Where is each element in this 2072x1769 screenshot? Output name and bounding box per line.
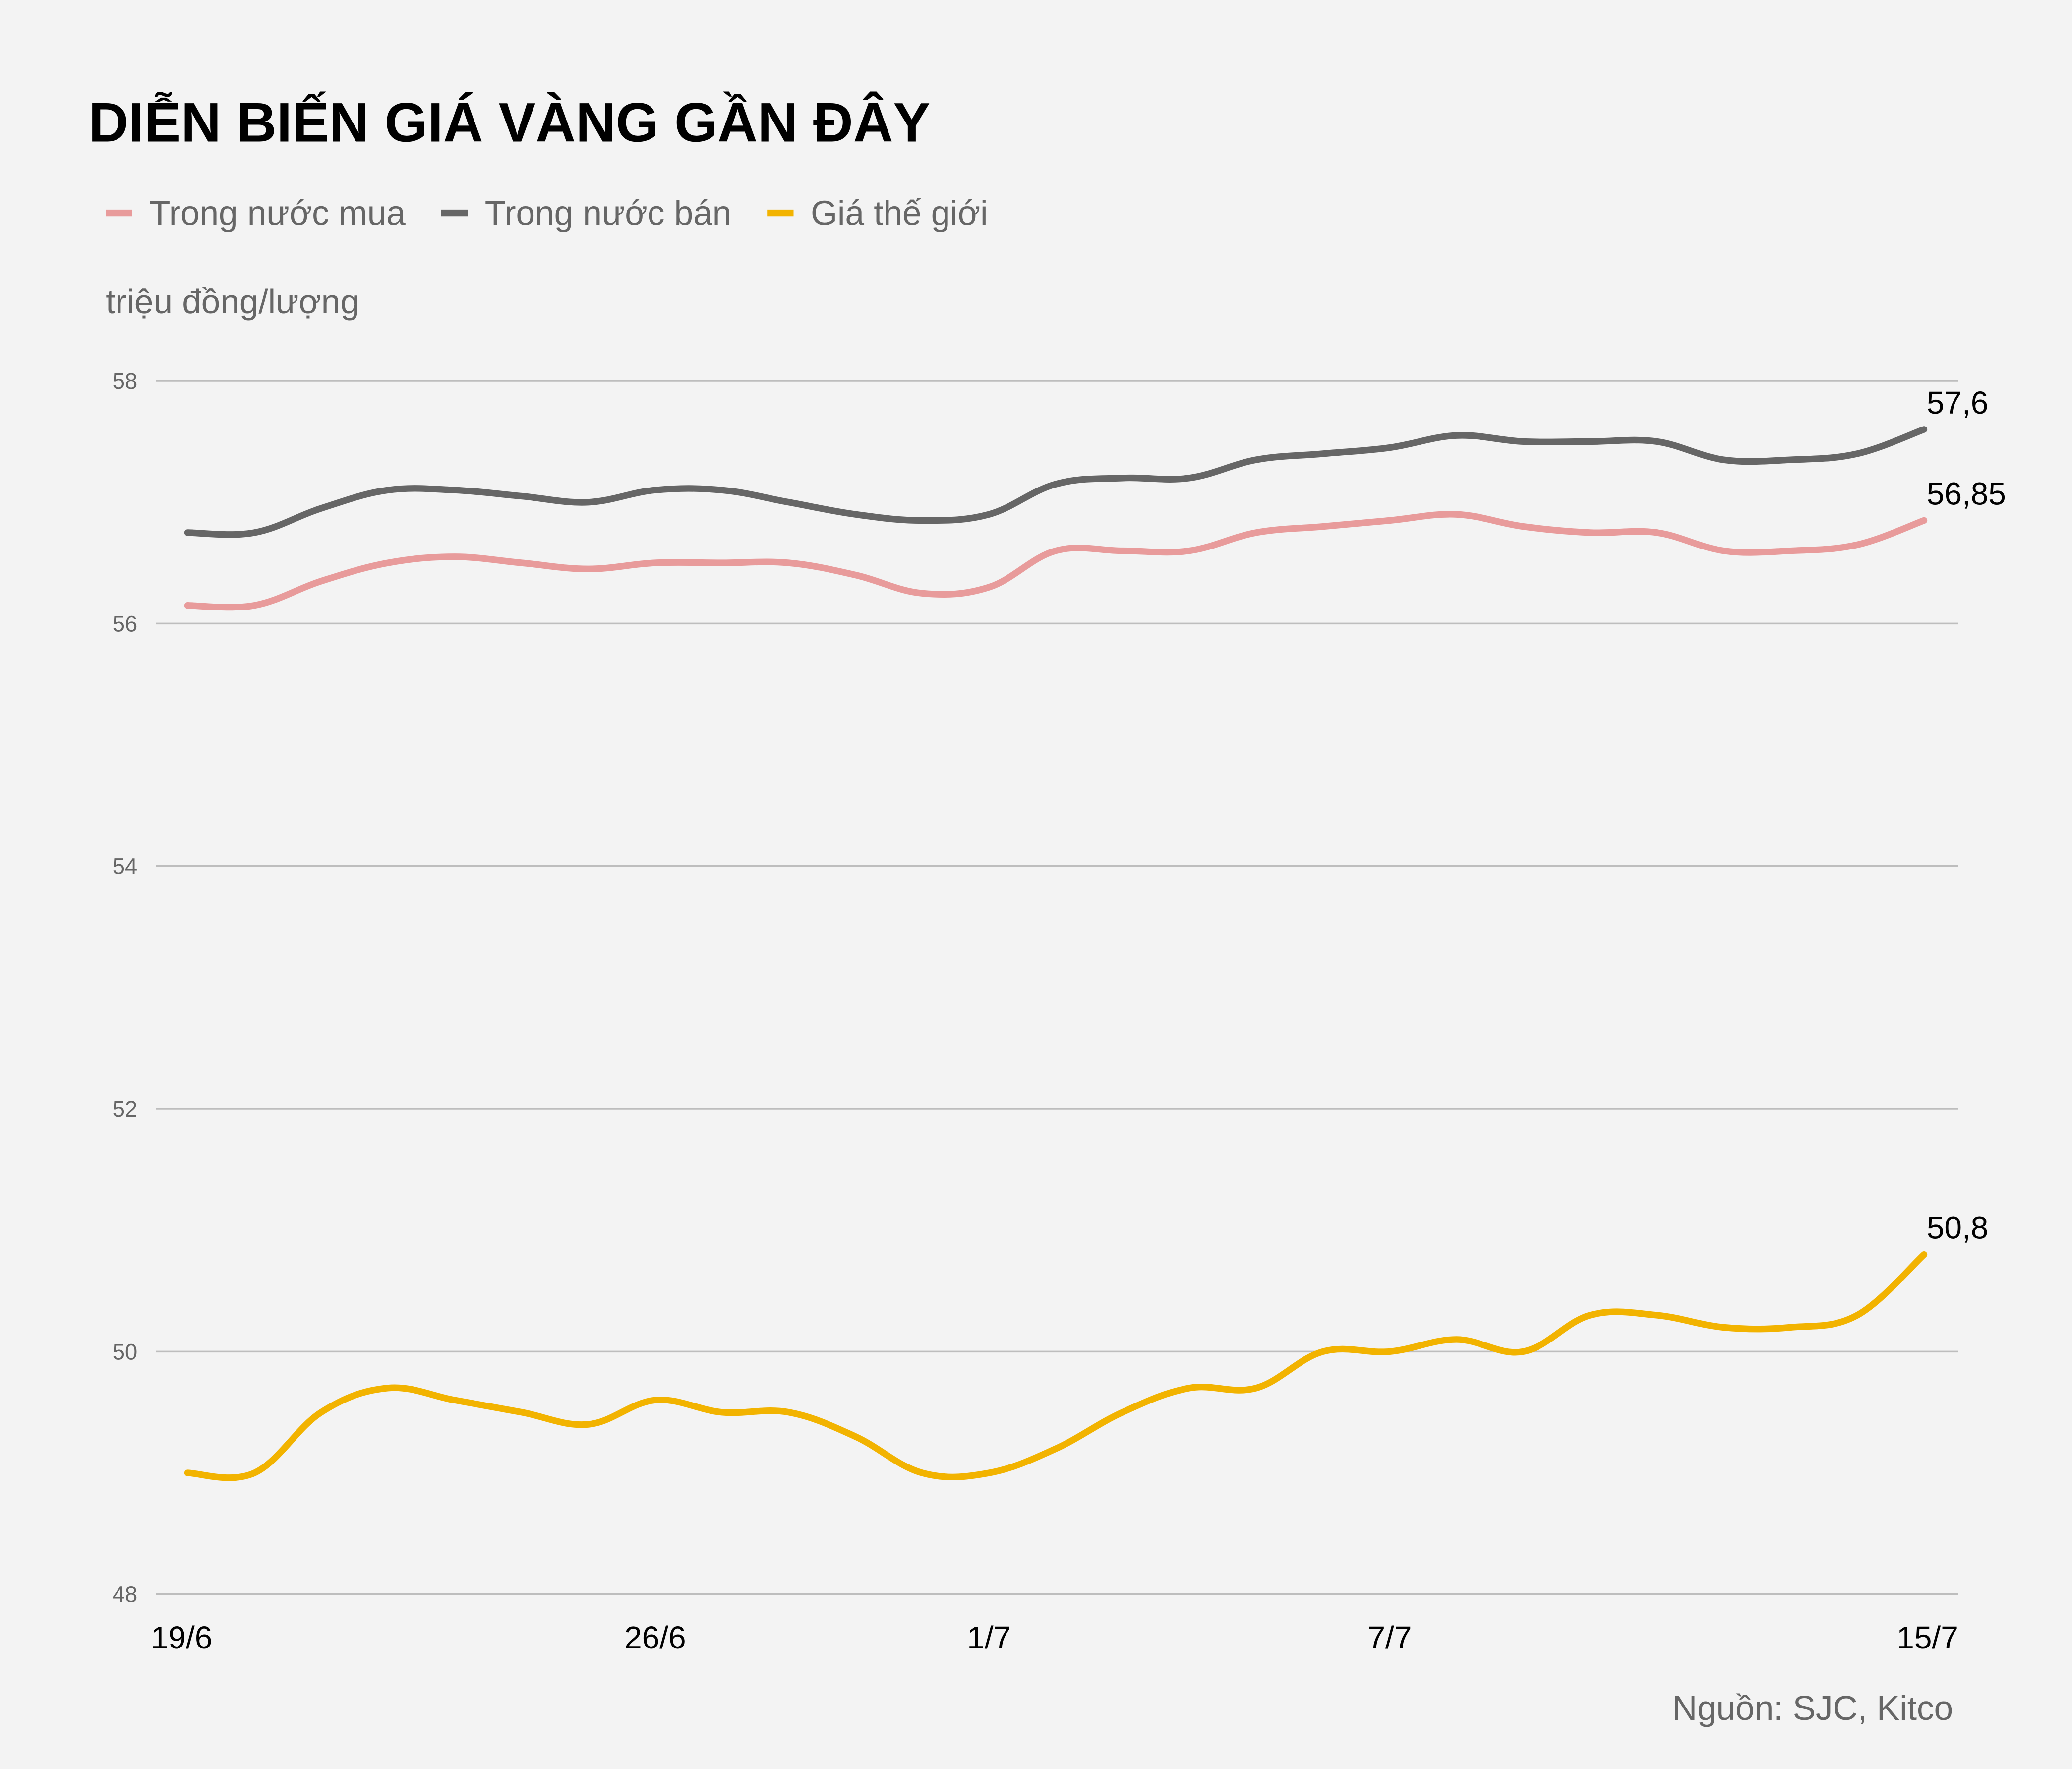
legend: Trong nước mua Trong nước bán Giá thế giới [106,194,988,233]
end-value-label: 56,85 [1927,476,2006,511]
legend-label: Giá thế giới [811,194,988,233]
y-tick-label: 54 [113,854,137,879]
end-value-label: 50,8 [1927,1210,1988,1246]
legend-label: Trong nước bán [485,194,732,233]
x-tick-label: 26/6 [624,1620,686,1655]
series-line-0 [184,511,1928,611]
x-tick-label: 19/6 [151,1620,212,1655]
source-note: Nguồn: SJC, Kitco [1672,1689,1953,1727]
grid: 48 50 52 54 56 58 [113,368,1958,1607]
series-line-2 [184,1251,1928,1481]
end-value-label: 57,6 [1927,385,1988,421]
y-tick-label: 48 [113,1582,137,1607]
y-tick-label: 58 [113,368,137,394]
y-tick-label: 56 [113,611,137,636]
y-tick-label: 50 [113,1339,137,1364]
x-tick-label: 15/7 [1896,1620,1958,1655]
chart-title: DIỄN BIẾN GIÁ VÀNG GẦN ĐÂY [89,92,931,154]
x-tick-label: 1/7 [967,1620,1011,1655]
series-lines: 56,85 57,6 50,8 [184,385,2006,1481]
y-tick-label: 52 [113,1097,137,1122]
y-axis-label: triệu đồng/lượng [106,282,359,321]
series-line-1 [184,426,1928,538]
x-tick-label: 7/7 [1367,1620,1412,1655]
legend-label: Trong nước mua [149,194,406,233]
x-axis: 19/6 26/6 1/7 7/7 15/7 [151,1620,1958,1655]
